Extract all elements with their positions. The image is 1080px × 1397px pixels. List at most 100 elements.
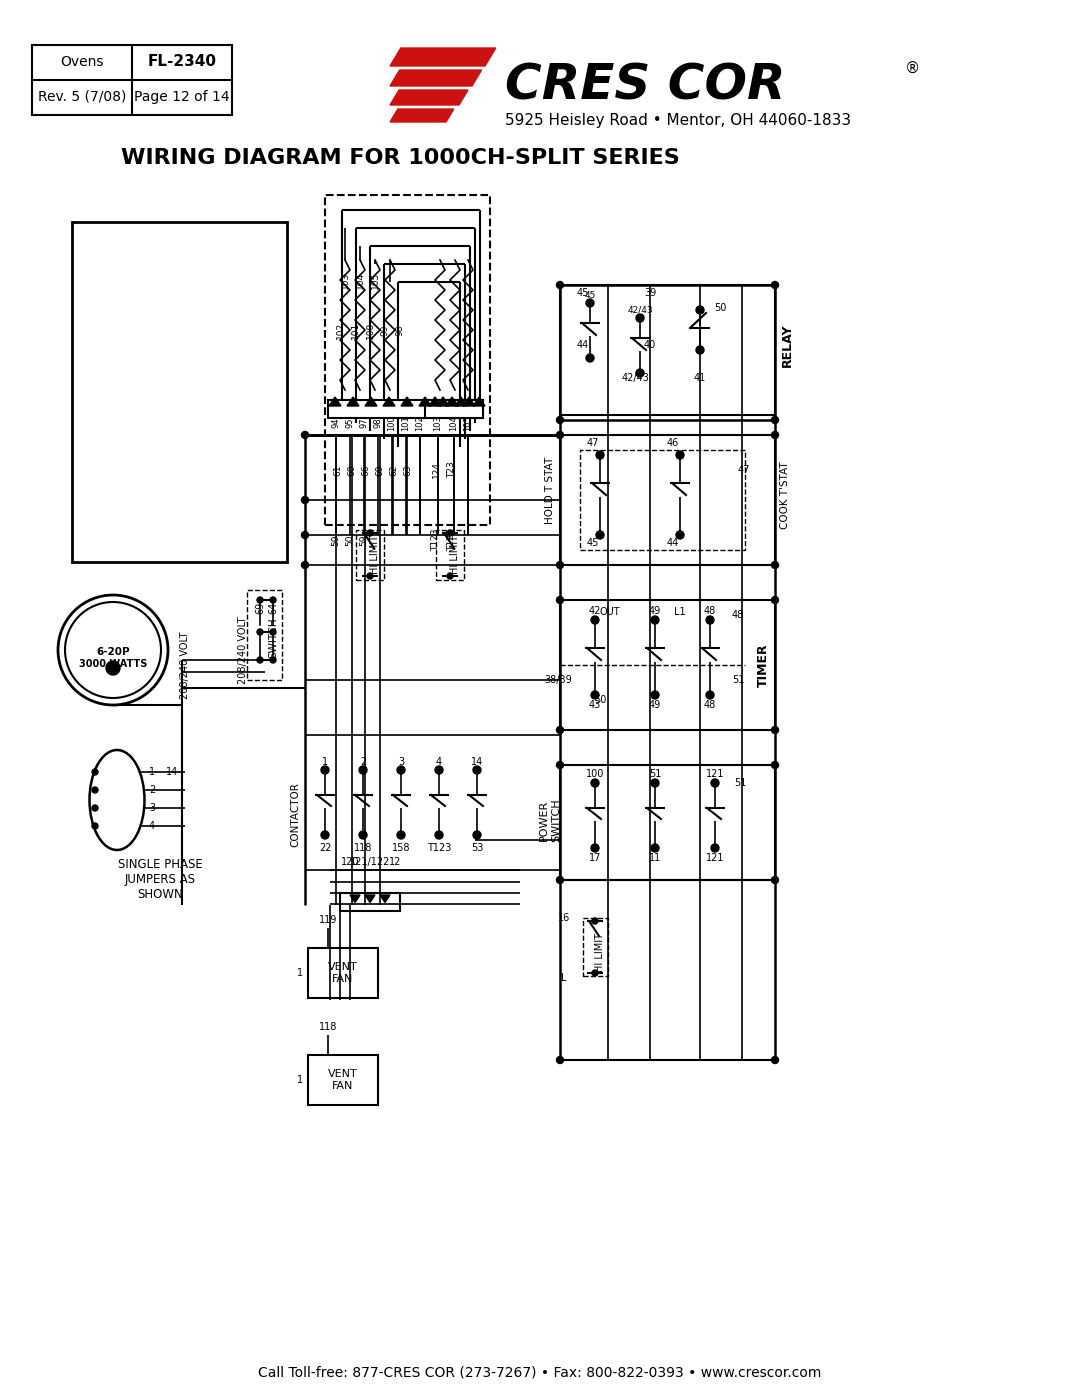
Circle shape — [596, 531, 604, 539]
Text: 14: 14 — [166, 767, 178, 777]
Text: 69: 69 — [376, 464, 384, 476]
Circle shape — [556, 726, 564, 733]
Text: 118: 118 — [319, 1023, 337, 1032]
Text: 101: 101 — [402, 415, 410, 430]
Text: 1: 1 — [149, 767, 156, 777]
Text: T123: T123 — [432, 528, 441, 552]
Text: 98: 98 — [374, 418, 382, 429]
Circle shape — [301, 531, 309, 538]
Bar — [72, 222, 287, 562]
Circle shape — [92, 823, 98, 828]
Text: 104: 104 — [355, 271, 365, 289]
Circle shape — [257, 629, 264, 636]
Bar — [308, 949, 378, 997]
Polygon shape — [350, 895, 360, 902]
Circle shape — [706, 616, 714, 624]
Circle shape — [711, 780, 719, 787]
Polygon shape — [401, 397, 413, 407]
Text: 45: 45 — [577, 288, 590, 298]
Circle shape — [397, 831, 405, 840]
Text: 94: 94 — [332, 418, 340, 429]
Circle shape — [301, 432, 309, 439]
Text: 44: 44 — [666, 538, 679, 548]
Circle shape — [301, 562, 309, 569]
Circle shape — [321, 831, 329, 840]
Circle shape — [771, 726, 779, 733]
Text: 48: 48 — [704, 606, 716, 616]
Text: VENT
FAN: VENT FAN — [328, 1069, 357, 1091]
Text: 48: 48 — [732, 610, 744, 620]
Text: 5925 Heisley Road • Mentor, OH 44060-1833: 5925 Heisley Road • Mentor, OH 44060-183… — [505, 113, 851, 127]
Polygon shape — [390, 109, 454, 122]
Text: 2: 2 — [360, 757, 366, 767]
Text: 62: 62 — [390, 464, 399, 476]
Circle shape — [473, 766, 481, 774]
Text: 119: 119 — [319, 915, 337, 925]
Text: HI LIMIT: HI LIMIT — [450, 535, 460, 574]
Bar — [436, 529, 464, 580]
Text: TIMER: TIMER — [756, 643, 769, 687]
Text: 1: 1 — [297, 968, 303, 978]
Text: 51: 51 — [649, 768, 661, 780]
Text: ®: ® — [905, 60, 920, 75]
Circle shape — [586, 353, 594, 362]
Text: 51: 51 — [732, 675, 744, 685]
Text: HI LIMIT: HI LIMIT — [370, 535, 380, 574]
Bar — [325, 196, 490, 525]
Text: 3: 3 — [397, 757, 404, 767]
Text: VENT
FAN: VENT FAN — [328, 963, 357, 983]
Text: 49: 49 — [649, 606, 661, 616]
Polygon shape — [380, 895, 390, 902]
Circle shape — [556, 876, 564, 883]
Text: 51: 51 — [733, 778, 746, 788]
Polygon shape — [347, 397, 359, 407]
Text: 101: 101 — [351, 321, 360, 338]
Text: 95: 95 — [346, 418, 354, 429]
Circle shape — [651, 616, 659, 624]
Text: 3: 3 — [149, 803, 156, 813]
Text: 42/43: 42/43 — [627, 306, 652, 314]
Text: 105: 105 — [463, 415, 473, 430]
Bar — [426, 400, 483, 418]
Text: 43: 43 — [589, 700, 602, 710]
Circle shape — [592, 970, 598, 977]
Circle shape — [321, 766, 329, 774]
Text: 40: 40 — [644, 339, 657, 351]
Circle shape — [92, 787, 98, 793]
Circle shape — [367, 529, 373, 536]
Circle shape — [58, 595, 168, 705]
Circle shape — [447, 573, 453, 578]
Bar — [32, 45, 232, 115]
Text: HOLD T STAT: HOLD T STAT — [545, 457, 555, 524]
Circle shape — [556, 282, 564, 289]
Text: 14: 14 — [471, 757, 483, 767]
Polygon shape — [446, 397, 458, 407]
Circle shape — [556, 1056, 564, 1063]
Text: 4: 4 — [149, 821, 156, 831]
Circle shape — [473, 831, 481, 840]
Polygon shape — [437, 397, 449, 407]
Circle shape — [397, 766, 405, 774]
Circle shape — [636, 369, 644, 377]
Text: 50: 50 — [346, 534, 354, 546]
Text: 42: 42 — [589, 606, 602, 616]
Text: 59: 59 — [360, 534, 368, 546]
Text: 3000 WATTS: 3000 WATTS — [79, 659, 147, 669]
Bar — [247, 590, 282, 680]
Text: L: L — [562, 972, 567, 983]
Text: 103: 103 — [340, 271, 350, 289]
Text: FL-2340: FL-2340 — [148, 54, 216, 70]
Circle shape — [651, 780, 659, 787]
Circle shape — [592, 918, 598, 923]
Circle shape — [556, 597, 564, 604]
Circle shape — [301, 496, 309, 503]
Text: 120: 120 — [341, 856, 360, 868]
Text: 6-20P: 6-20P — [96, 647, 130, 657]
Circle shape — [556, 562, 564, 569]
Circle shape — [771, 1056, 779, 1063]
Text: OUT: OUT — [599, 608, 620, 617]
Text: 39: 39 — [644, 288, 657, 298]
Circle shape — [92, 768, 98, 775]
Text: 42/43: 42/43 — [621, 373, 649, 383]
Bar — [561, 285, 775, 415]
